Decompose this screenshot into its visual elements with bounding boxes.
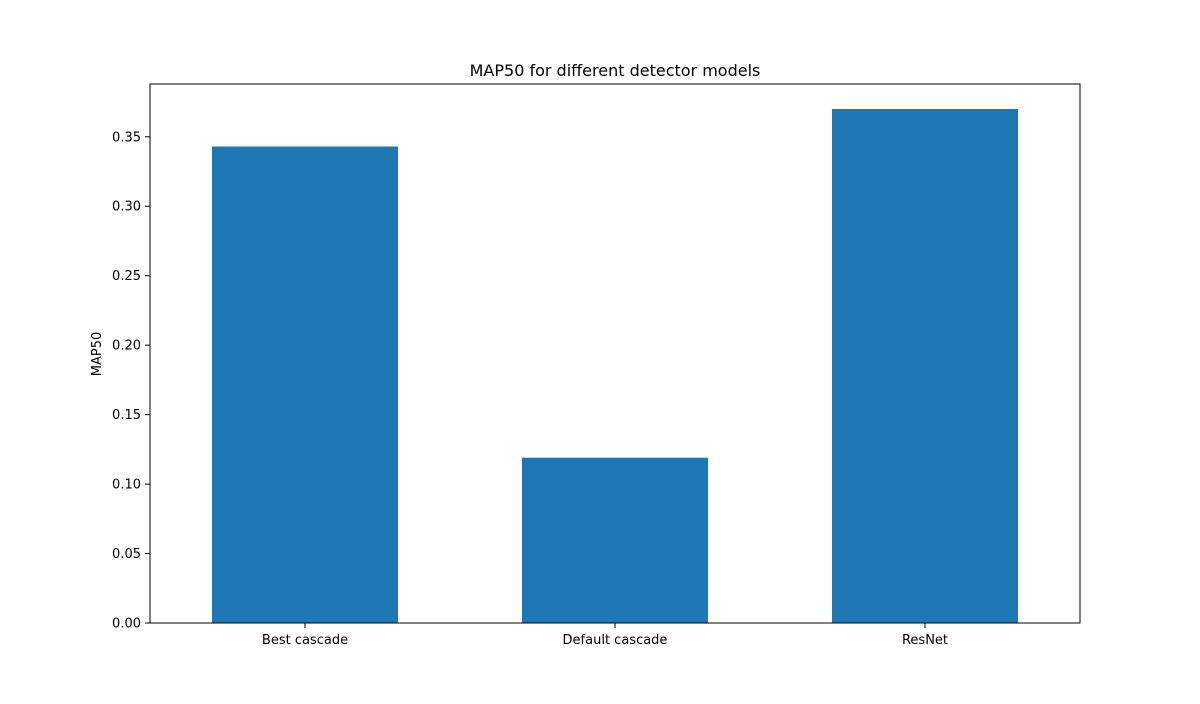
y-tick-label: 0.35 xyxy=(112,130,141,145)
y-axis-label: MAP50 xyxy=(90,332,105,377)
y-tick-label: 0.25 xyxy=(112,269,141,284)
x-tick-label: ResNet xyxy=(902,633,948,648)
y-tick-label: 0.05 xyxy=(112,547,141,562)
y-tick-label: 0.15 xyxy=(112,408,141,423)
x-axis-ticks: Best cascade Default cascade ResNet xyxy=(262,623,948,648)
x-tick-label: Best cascade xyxy=(262,633,348,648)
y-tick-label: 0.10 xyxy=(112,478,141,493)
y-tick-label: 0.00 xyxy=(112,617,141,632)
plot-frame xyxy=(149,83,1081,624)
y-axis-ticks: 0.00 0.05 0.10 0.15 0.20 0.25 0.30 0.35 xyxy=(112,130,150,632)
y-tick-label: 0.30 xyxy=(112,200,141,215)
bars xyxy=(212,109,1018,623)
x-tick-label: Default cascade xyxy=(563,633,668,648)
bar-resnet xyxy=(832,109,1018,623)
chart-title: MAP50 for different detector models xyxy=(470,61,761,80)
bar-best-cascade xyxy=(212,146,398,623)
y-tick-label: 0.20 xyxy=(112,339,141,354)
bar-default-cascade xyxy=(522,457,708,623)
